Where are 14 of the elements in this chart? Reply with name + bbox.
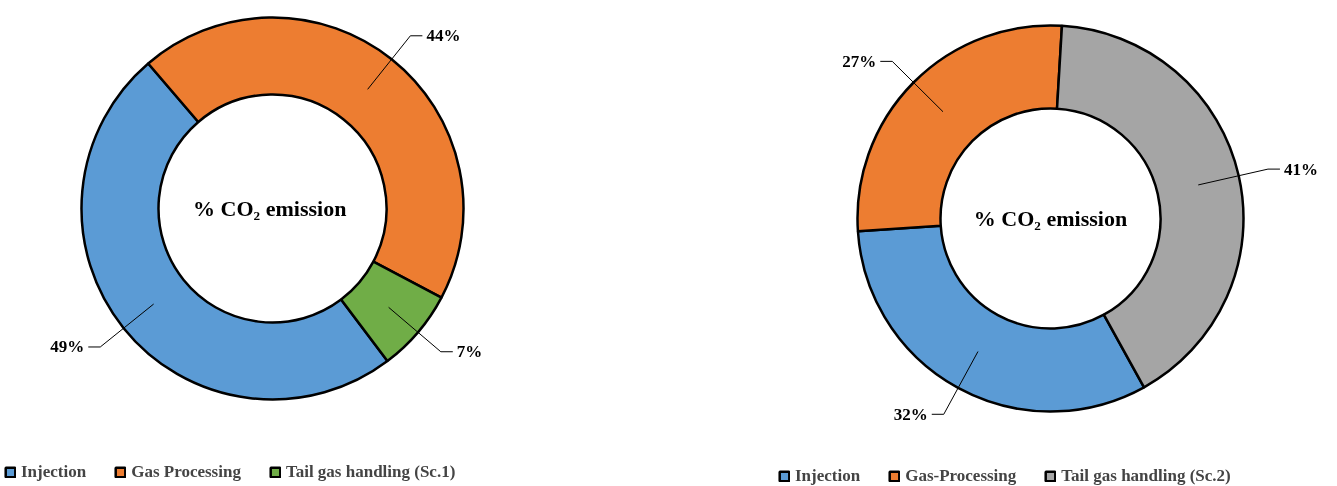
data-label: 41% [1283, 159, 1318, 179]
legend-label: Injection [795, 466, 861, 486]
legend-label: Gas Processing [131, 462, 241, 482]
text: % CO₂ emission [193, 196, 347, 221]
legend-label: Injection [21, 462, 87, 482]
legend-label: Tail gas handling (Sc.1) [285, 462, 456, 482]
data-label: 27% [842, 51, 877, 71]
data-label: 7% [456, 342, 483, 362]
text: % CO₂ emission [973, 206, 1128, 231]
legend-label: Gas-Processing [905, 466, 1017, 486]
data-label: 32% [893, 404, 928, 424]
data-label: 49% [50, 337, 85, 357]
legend-label: Tail gas handling (Sc.2) [1061, 466, 1231, 486]
data-label: 44% [426, 26, 461, 46]
